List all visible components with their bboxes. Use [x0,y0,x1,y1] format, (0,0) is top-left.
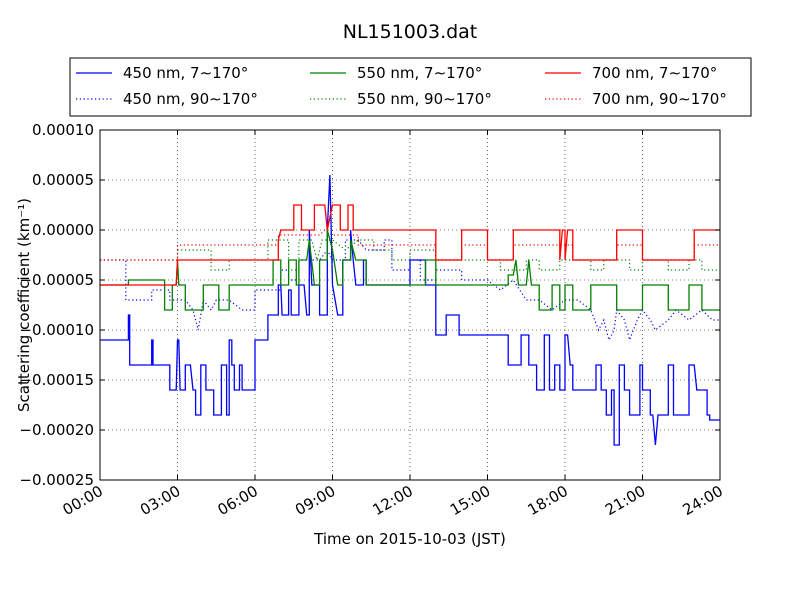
legend-label: 450 nm, 90∼170° [123,90,258,108]
series-layer [100,174,720,446]
y-tick-label: 0.00010 [32,121,94,139]
series-line [100,229,720,311]
legend-frame [69,57,752,117]
series-line [100,239,720,342]
legend-label: 700 nm, 7∼170° [592,64,717,82]
legend-label: 450 nm, 7∼170° [123,64,248,82]
legend-label: 700 nm, 90∼170° [592,90,727,108]
series-line [100,174,720,446]
y-tick-label: −0.00005 [19,271,94,289]
y-tick-label: 0.00000 [32,221,94,239]
y-tick-label: −0.00010 [19,321,94,339]
y-tick-label: 0.00005 [32,171,94,189]
plot-area: 00:00 03:00 06:00 09:00 12:00 15:00 18:00 21:00… [19,121,726,519]
legend: 450 nm, 7∼170° 450 nm, 90∼170° 550 nm, 7∼1… [69,57,752,117]
y-axis-label: Scattering coefficient (km⁻¹) [15,198,33,412]
legend-label: 550 nm, 90∼170° [357,90,492,108]
y-tick-label: −0.00025 [19,471,94,489]
x-axis-label: Time on 2015-10-03 (JST) [313,530,506,548]
series-line [100,204,720,286]
series-line [100,239,720,271]
legend-entries: 450 nm, 7∼170° 450 nm, 90∼170° 550 nm, 7∼1… [76,64,727,108]
y-tick-label: −0.00015 [19,371,94,389]
legend-label: 550 nm, 7∼170° [357,64,482,82]
y-tick-label: −0.00020 [19,421,94,439]
chart-title: NL151003.dat [343,21,478,43]
